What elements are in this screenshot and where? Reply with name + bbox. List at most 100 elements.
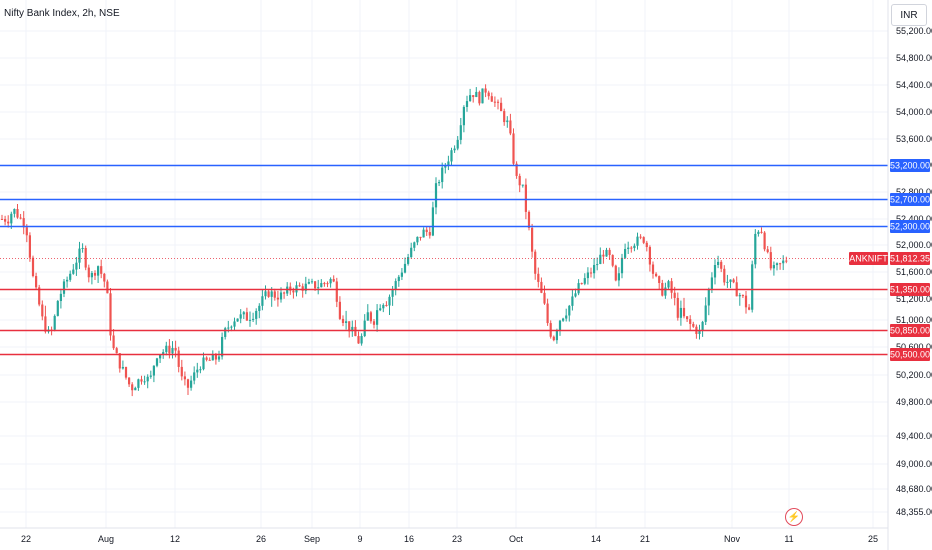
candle-body: [162, 352, 165, 355]
candle-body: [763, 232, 766, 250]
candle-body: [717, 261, 720, 266]
candle-body: [568, 305, 571, 316]
candle-body: [252, 318, 255, 320]
candle-body: [59, 293, 62, 302]
candle-body: [571, 296, 574, 306]
candle-body: [298, 285, 301, 287]
candle-body: [152, 365, 155, 376]
candle-body: [754, 233, 757, 265]
y-tick-label: 50,200.00: [896, 370, 932, 380]
candle-body: [636, 236, 639, 246]
candle-body: [283, 292, 286, 294]
candle-body: [44, 316, 47, 332]
candle-body: [682, 307, 686, 317]
candle-body: [186, 379, 190, 388]
candle-body: [87, 267, 90, 278]
candle-body: [608, 249, 611, 256]
candle-body: [177, 350, 180, 367]
candle-body: [738, 295, 741, 297]
candle-body: [633, 245, 636, 249]
candle-body: [509, 120, 512, 134]
y-tick-label: 51,000.00: [896, 315, 932, 325]
currency-button[interactable]: INR: [891, 4, 927, 26]
candle-body: [630, 247, 633, 249]
candle-body: [193, 372, 196, 381]
candle-body: [270, 291, 273, 297]
candle-body: [183, 376, 186, 380]
candle-body: [143, 381, 146, 383]
candle-body: [363, 320, 366, 337]
candle-body: [69, 273, 72, 280]
candle-body: [174, 347, 177, 351]
candle-body: [593, 264, 596, 274]
candle-body: [357, 336, 360, 344]
candle-body: [28, 235, 31, 258]
candle-body: [459, 125, 462, 140]
level-lines[interactable]: [0, 164, 888, 356]
candle-body: [493, 101, 496, 103]
candle-body: [292, 290, 295, 293]
y-tick-label: 54,800.00: [896, 53, 932, 63]
candle-body: [655, 273, 658, 277]
candle-body: [245, 312, 248, 321]
candle-body: [22, 218, 25, 228]
candle-body: [620, 257, 624, 274]
candle-body: [515, 163, 518, 176]
candle-body: [25, 227, 28, 236]
candle-body: [208, 359, 211, 361]
x-tick-label: 14: [591, 534, 601, 544]
candle-body: [118, 353, 121, 369]
candle-body: [180, 366, 183, 377]
candle-body: [611, 255, 614, 266]
candle-body: [506, 120, 509, 123]
symbol-tag[interactable]: [849, 252, 888, 265]
x-tick-label: 9: [357, 534, 362, 544]
candle-body: [543, 292, 546, 304]
candle-body: [614, 265, 617, 281]
candle-body: [134, 387, 137, 391]
candle-body: [478, 91, 481, 104]
candle-body: [512, 133, 515, 164]
candle-body: [369, 312, 372, 322]
candle-body: [425, 229, 428, 233]
candle-body: [103, 273, 106, 282]
candle-body: [221, 336, 224, 357]
candle-body: [72, 269, 75, 274]
support-level-label: 51,350.00: [890, 285, 930, 295]
candle-body: [589, 272, 593, 274]
x-axis[interactable]: 22 Aug 12 26 Sep 9 16 23 Oct 14 21 Nov 11 25: [0, 527, 888, 544]
last-price-label: 51,812.35: [890, 254, 930, 264]
candle-body: [112, 335, 115, 349]
candle-body: [676, 297, 679, 318]
candle-body: [159, 354, 162, 359]
candle-body: [645, 242, 648, 248]
candle-body: [782, 260, 785, 264]
candle-body: [434, 183, 438, 208]
candle-body: [137, 379, 140, 388]
bolt-icon[interactable]: ⚡: [785, 508, 803, 526]
candle-body: [279, 292, 283, 300]
candle-body: [667, 281, 670, 288]
candle-body: [376, 310, 379, 325]
candle-body: [267, 291, 270, 297]
candle-body: [323, 283, 326, 285]
x-tick-label: Aug: [98, 534, 114, 544]
candle-body: [90, 272, 93, 278]
candle-body: [521, 184, 524, 186]
x-tick-label: Nov: [724, 534, 741, 544]
candle-body: [289, 286, 292, 291]
support-level-label: 50,850.00: [890, 326, 930, 336]
candle-body: [227, 327, 230, 329]
candle-body: [168, 345, 171, 354]
candle-body: [75, 262, 78, 270]
candle-body: [385, 304, 388, 306]
y-tick-label: 51,600.00: [896, 267, 932, 277]
y-tick-label: 52,000.00: [896, 240, 932, 250]
candle-body: [165, 345, 168, 353]
candle-body: [31, 257, 35, 277]
candle-body: [441, 167, 444, 183]
y-axis[interactable]: 55,200.00 54,800.00 54,400.00 54,000.00 53,6…: [887, 0, 932, 550]
candle-body: [779, 263, 782, 265]
x-tick-label: 12: [170, 534, 180, 544]
